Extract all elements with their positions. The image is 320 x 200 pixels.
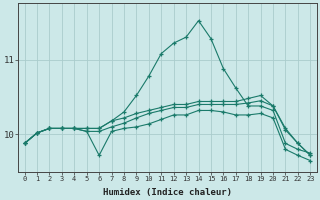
X-axis label: Humidex (Indice chaleur): Humidex (Indice chaleur) [103, 188, 232, 197]
